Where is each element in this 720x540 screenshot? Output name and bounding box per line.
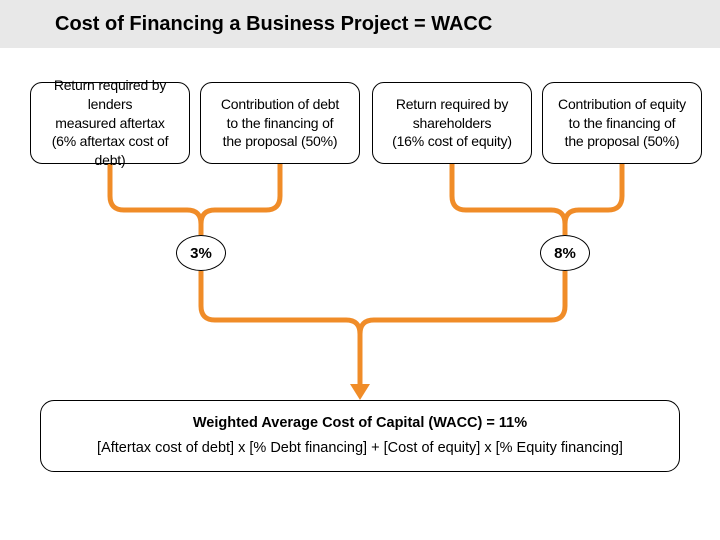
connector-to-wacc-left [201, 271, 360, 390]
oval-label: 8% [554, 245, 576, 262]
box-equity-return: Return required by shareholders (16% cos… [372, 82, 532, 164]
box-debt-weight: Contribution of debt to the financing of… [200, 82, 360, 164]
oval-debt-component: 3% [176, 235, 226, 271]
title-bar: Cost of Financing a Business Project = W… [0, 0, 720, 48]
text-line: to the financing of [569, 114, 676, 133]
wacc-title-line: Weighted Average Cost of Capital (WACC) … [193, 411, 527, 436]
text-line: Contribution of equity [558, 95, 686, 114]
wacc-formula-line: [Aftertax cost of debt] x [% Debt financ… [97, 436, 623, 461]
box-equity-weight: Contribution of equity to the financing … [542, 82, 702, 164]
text-line: the proposal (50%) [223, 132, 338, 151]
text-line: Contribution of debt [221, 95, 339, 114]
text-line: measured aftertax [55, 114, 164, 133]
oval-equity-component: 8% [540, 235, 590, 271]
page-title: Cost of Financing a Business Project = W… [55, 13, 492, 36]
text-line: Return required by lenders [35, 76, 185, 114]
connector-equity [452, 164, 565, 235]
connector-to-wacc-right [360, 271, 565, 390]
text-line: Return required by [396, 95, 508, 114]
connector-debt-right [201, 164, 280, 235]
connector-debt [110, 164, 201, 235]
box-wacc-result: Weighted Average Cost of Capital (WACC) … [40, 400, 680, 472]
box-debt-return: Return required by lenders measured afte… [30, 82, 190, 164]
connector-equity-right [565, 164, 622, 235]
arrowhead-icon [350, 384, 370, 400]
text-line: shareholders [413, 114, 492, 133]
text-line: (6% aftertax cost of debt) [35, 132, 185, 170]
text-line: to the financing of [227, 114, 334, 133]
text-line: (16% cost of equity) [392, 132, 512, 151]
text-line: the proposal (50%) [565, 132, 680, 151]
oval-label: 3% [190, 245, 212, 262]
